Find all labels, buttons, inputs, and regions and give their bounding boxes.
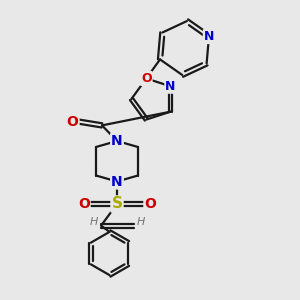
Text: H: H (137, 217, 145, 227)
Text: O: O (67, 115, 79, 128)
Text: O: O (78, 197, 90, 211)
Text: N: N (111, 175, 123, 188)
Text: O: O (144, 197, 156, 211)
Text: N: N (111, 134, 123, 148)
Text: N: N (165, 80, 176, 93)
Text: O: O (141, 72, 152, 85)
Text: H: H (89, 217, 98, 227)
Text: S: S (112, 196, 122, 211)
Text: N: N (204, 30, 214, 43)
